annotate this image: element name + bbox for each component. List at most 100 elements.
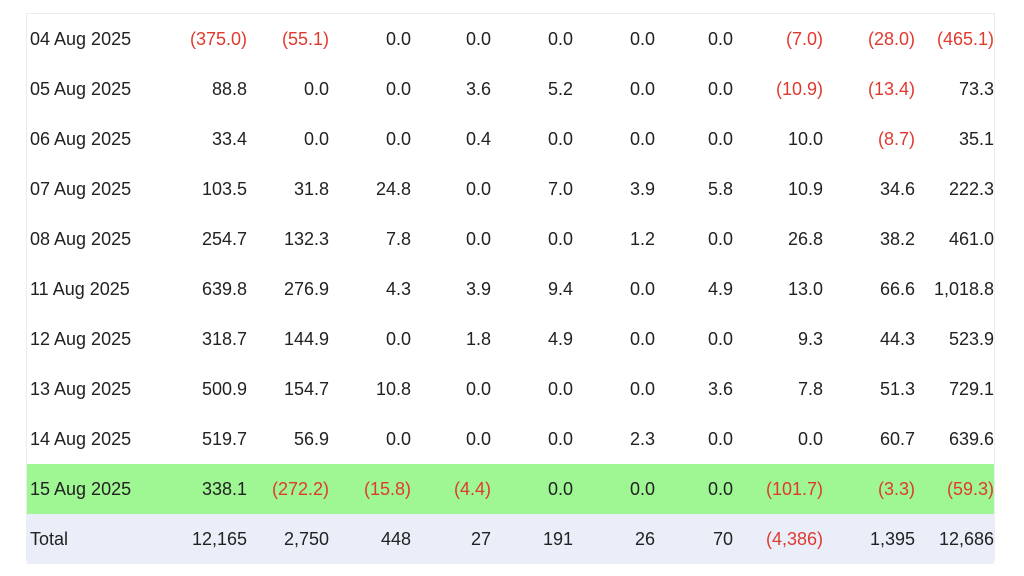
table-row: 06 Aug 2025 33.4 0.0 0.0 0.4 0.0 0.0 0.0 10.0 (8.…: [27, 114, 994, 164]
value-cell: (8.7): [877, 128, 915, 149]
table-row: 08 Aug 2025 254.7 132.3 7.8 0.0 0.0 1.2 0.0 26.8…: [27, 214, 994, 264]
date-cell: 05 Aug 2025: [30, 78, 132, 99]
value-cell: 103.5: [201, 178, 247, 199]
total-label: Total: [27, 514, 179, 564]
value-cell: 10.8: [375, 378, 411, 399]
value-cell: 24.8: [375, 178, 411, 199]
value-cell: 0.4: [465, 128, 491, 149]
value-cell: 31.8: [293, 178, 329, 199]
value-cell: 222.3: [948, 178, 994, 199]
value-cell: (28.0): [867, 28, 915, 49]
value-cell: 5.8: [707, 178, 733, 199]
value-cell: 0.0: [629, 28, 655, 49]
value-cell: 51.3: [879, 378, 915, 399]
value-cell: 0.0: [385, 128, 411, 149]
value-cell: 0.0: [573, 464, 655, 514]
value-cell: 276.9: [283, 278, 329, 299]
value-cell: 191: [491, 514, 573, 564]
value-cell: 4.9: [707, 278, 733, 299]
value-cell: 338.1: [179, 464, 247, 514]
value-cell: 13.0: [787, 278, 823, 299]
value-cell: 2,750: [247, 514, 329, 564]
value-cell: 0.0: [547, 128, 573, 149]
value-cell: (59.3): [915, 464, 994, 514]
value-cell: 3.6: [465, 78, 491, 99]
value-cell: 10.9: [787, 178, 823, 199]
value-cell: 1,395: [823, 514, 915, 564]
value-cell: 0.0: [465, 228, 491, 249]
value-cell: (15.8): [329, 464, 411, 514]
date-cell: 06 Aug 2025: [30, 128, 132, 149]
value-cell: 0.0: [385, 28, 411, 49]
table-row: 12 Aug 2025 318.7 144.9 0.0 1.8 4.9 0.0 0.0 9.3 4…: [27, 314, 994, 364]
value-cell: (10.9): [775, 78, 823, 99]
date-cell: 07 Aug 2025: [30, 178, 132, 199]
value-cell: 0.0: [547, 378, 573, 399]
value-cell: (4,386): [733, 514, 823, 564]
date-cell: 13 Aug 2025: [30, 378, 132, 399]
value-cell: 60.7: [879, 428, 915, 449]
value-cell: 2.3: [629, 428, 655, 449]
value-cell: 10.0: [787, 128, 823, 149]
table-row: 13 Aug 2025 500.9 154.7 10.8 0.0 0.0 0.0 3.6 7.8…: [27, 364, 994, 414]
value-cell: 0.0: [465, 178, 491, 199]
value-cell: 12,165: [179, 514, 247, 564]
value-cell: 0.0: [547, 428, 573, 449]
value-cell: 0.0: [491, 464, 573, 514]
value-cell: 88.8: [211, 78, 247, 99]
value-cell: 519.7: [201, 428, 247, 449]
value-cell: 3.6: [707, 378, 733, 399]
value-cell: 0.0: [707, 78, 733, 99]
value-cell: 7.0: [547, 178, 573, 199]
value-cell: 1.2: [629, 228, 655, 249]
table-row: 11 Aug 2025 639.8 276.9 4.3 3.9 9.4 0.0 4.9 13.0…: [27, 264, 994, 314]
value-cell: (465.1): [936, 28, 994, 49]
table-row: 05 Aug 2025 88.8 0.0 0.0 3.6 5.2 0.0 0.0 (10.9) (…: [27, 64, 994, 114]
value-cell: 1,018.8: [933, 278, 994, 299]
value-cell: 0.0: [629, 328, 655, 349]
value-cell: 0.0: [303, 128, 329, 149]
value-cell: 500.9: [201, 378, 247, 399]
value-cell: 0.0: [629, 378, 655, 399]
flows-table-panel: 04 Aug 2025 (375.0) (55.1) 0.0 0.0 0.0 0.0 0.0(…: [27, 14, 994, 564]
value-cell: (4.4): [411, 464, 491, 514]
value-cell: 26.8: [787, 228, 823, 249]
value-cell: 0.0: [629, 128, 655, 149]
date-cell: 12 Aug 2025: [30, 328, 132, 349]
value-cell: 639.6: [948, 428, 994, 449]
date-cell: 04 Aug 2025: [30, 28, 132, 49]
value-cell: (3.3): [823, 464, 915, 514]
value-cell: 5.2: [547, 78, 573, 99]
value-cell: 34.6: [879, 178, 915, 199]
value-cell: 144.9: [283, 328, 329, 349]
table-row: 07 Aug 2025 103.5 31.8 24.8 0.0 7.0 3.9 5.8 10.9…: [27, 164, 994, 214]
table-row: 04 Aug 2025 (375.0) (55.1) 0.0 0.0 0.0 0.0 0.0 (…: [27, 14, 994, 64]
value-cell: (55.1): [281, 28, 329, 49]
value-cell: (375.0): [189, 28, 247, 49]
value-cell: 0.0: [707, 428, 733, 449]
date-cell: 14 Aug 2025: [30, 428, 132, 449]
value-cell: 4.9: [547, 328, 573, 349]
value-cell: 0.0: [707, 228, 733, 249]
date-cell: 15 Aug 2025: [27, 464, 179, 514]
value-cell: 639.8: [201, 278, 247, 299]
date-cell: 11 Aug 2025: [30, 278, 130, 299]
value-cell: 0.0: [629, 78, 655, 99]
value-cell: 38.2: [879, 228, 915, 249]
value-cell: 1.8: [465, 328, 491, 349]
value-cell: (13.4): [867, 78, 915, 99]
value-cell: 7.8: [385, 228, 411, 249]
table-row: 14 Aug 2025 519.7 56.9 0.0 0.0 0.0 2.3 0.0 0.0 60…: [27, 414, 994, 464]
value-cell: 0.0: [655, 464, 733, 514]
value-cell: 461.0: [948, 228, 994, 249]
value-cell: 56.9: [293, 428, 329, 449]
value-cell: 9.4: [547, 278, 573, 299]
value-cell: 318.7: [201, 328, 247, 349]
value-cell: 7.8: [797, 378, 823, 399]
value-cell: 254.7: [201, 228, 247, 249]
value-cell: 448: [329, 514, 411, 564]
value-cell: 33.4: [211, 128, 247, 149]
value-cell: 0.0: [385, 328, 411, 349]
value-cell: 26: [573, 514, 655, 564]
value-cell: 154.7: [283, 378, 329, 399]
